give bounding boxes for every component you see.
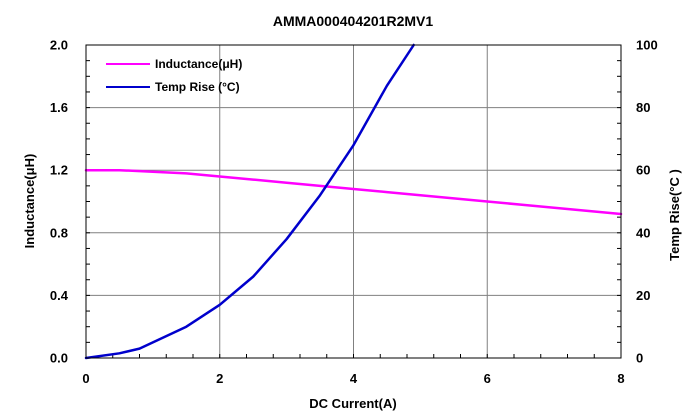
x-tick-label: 4 (350, 371, 358, 386)
left-tick-label: 1.2 (50, 163, 68, 178)
chart-title: AMMA000404201R2MV1 (273, 13, 434, 29)
right-tick-label: 20 (636, 288, 650, 303)
series-line-inductance (84, 168, 623, 216)
right-tick-label: 0 (636, 351, 643, 366)
right-tick-label: 40 (636, 225, 650, 240)
legend-label-inductance: Inductance(μH) (155, 57, 242, 71)
x-tick-label: 2 (216, 371, 223, 386)
left-tick-label: 2.0 (50, 38, 68, 53)
right-axis-ticks: 0 20 40 60 80 100 (636, 38, 658, 366)
legend-label-temp-rise: Temp Rise (°C) (155, 80, 240, 94)
x-axis-ticks: 0 2 4 6 8 (82, 371, 624, 386)
left-tick-label: 1.6 (50, 100, 68, 115)
x-tick-label: 6 (484, 371, 491, 386)
x-axis-label: DC Current(A) (309, 396, 396, 411)
right-tick-label: 100 (636, 38, 658, 53)
x-tick-label: 0 (82, 371, 89, 386)
series-lines (84, 43, 623, 360)
right-tick-label: 80 (636, 100, 650, 115)
x-tick-label: 8 (617, 371, 624, 386)
legend: Inductance(μH) Temp Rise (°C) (106, 57, 242, 94)
left-tick-label: 0.4 (50, 288, 69, 303)
right-tick-label: 60 (636, 163, 650, 178)
right-axis-label: Temp Rise(°C ) (667, 169, 682, 261)
series-line-temp-rise (84, 43, 415, 360)
plot-frame (85, 44, 622, 359)
left-tick-label: 0.0 (50, 351, 68, 366)
left-axis-ticks: 0.0 0.4 0.8 1.2 1.6 2.0 (50, 38, 69, 366)
left-axis-label: Inductance(μH) (22, 154, 37, 249)
grid (85, 44, 622, 359)
left-tick-label: 0.8 (50, 225, 68, 240)
